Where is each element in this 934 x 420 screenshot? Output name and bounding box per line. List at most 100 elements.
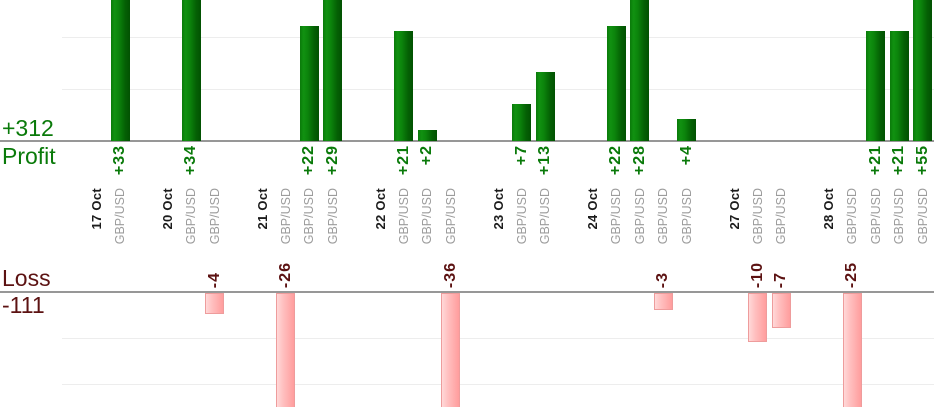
profit-bar (394, 31, 414, 141)
profit-bar-zone (251, 0, 275, 141)
profit-bar-zone (605, 0, 629, 141)
loss-value-zone (109, 252, 133, 291)
profit-bar-zone (746, 0, 770, 141)
loss-bar-zone (109, 293, 133, 407)
profit-value-zone: +28 (628, 141, 652, 188)
loss-bar-zone (321, 293, 345, 407)
profit-value-zone (652, 141, 676, 188)
date-label: 20 Oct (160, 188, 176, 230)
trade-column: +55 GBP/USD (911, 0, 934, 407)
loss-bar-zone (746, 293, 770, 407)
date-column: 17 Oct (85, 0, 109, 407)
profit-value-zone (203, 141, 227, 188)
date-column: 22 Oct (369, 0, 393, 407)
trade-column: GBP/USD -36 (439, 0, 463, 407)
category-label-zone: GBP/USD (841, 188, 865, 252)
loss-value-zone (369, 252, 393, 291)
profit-bar (913, 0, 933, 141)
profit-bar (110, 0, 130, 141)
loss-bar-zone (369, 293, 393, 407)
profit-gridline-10 (62, 89, 934, 90)
symbol-label: GBP/USD (774, 188, 788, 245)
profit-value-zone (817, 141, 841, 188)
trade-column: +21 GBP/USD (888, 0, 912, 407)
profit-value-zone: +29 (321, 141, 345, 188)
symbol-label: GBP/USD (278, 188, 293, 245)
trade-day-group: 24 Oct +22 GBP/USD +28 GBP/USD GBP/USD -3 +4 GBP… (581, 0, 699, 407)
trade-loss-label: -25 (843, 261, 861, 288)
trade-day-group: 20 Oct +34 GBP/USD GBP/USD -4 (156, 0, 227, 407)
profit-bar-zone (109, 0, 133, 141)
trade-day-group: 21 Oct GBP/USD -26 +22 GBP/USD +29 GBP/USD (251, 0, 345, 407)
category-label-zone: GBP/USD (416, 188, 440, 252)
loss-value-zone (628, 252, 652, 291)
profit-bar-zone (888, 0, 912, 141)
profit-gridline-20 (62, 37, 934, 38)
trade-column: +21 GBP/USD (864, 0, 888, 407)
loss-bar-zone (534, 293, 558, 407)
loss-total-label: -111 (2, 292, 45, 318)
profit-value-zone (581, 141, 605, 188)
category-label-zone: 23 Oct (487, 188, 511, 252)
loss-bar-zone (416, 293, 440, 407)
loss-value-zone: -36 (439, 252, 463, 291)
loss-bar-zone (770, 293, 794, 407)
trade-profit-label: +22 (607, 145, 625, 176)
loss-bar-zone (888, 293, 912, 407)
trade-loss-label: -26 (276, 261, 294, 288)
loss-bar-zone (156, 293, 180, 407)
profit-bar-zone (203, 0, 227, 141)
loss-value-zone (534, 252, 558, 291)
loss-bar-zone (392, 293, 416, 407)
date-label: 24 Oct (585, 188, 601, 230)
loss-bar-zone (274, 293, 298, 407)
profit-value-zone: +34 (180, 141, 204, 188)
loss-value-zone (392, 252, 416, 291)
profit-bar-zone (817, 0, 841, 141)
loss-value-zone: -10 (746, 252, 770, 291)
profit-value-zone (487, 141, 511, 188)
trade-column: +34 GBP/USD (180, 0, 204, 407)
profit-value-zone: +21 (864, 141, 888, 188)
profit-value-zone (439, 141, 463, 188)
profit-bar-zone (581, 0, 605, 141)
profit-bar-zone (510, 0, 534, 141)
category-label-zone: GBP/USD (864, 188, 888, 252)
category-label-zone: 28 Oct (817, 188, 841, 252)
trade-column: +4 GBP/USD (675, 0, 699, 407)
profit-value-zone (251, 141, 275, 188)
loss-gridline-20 (62, 384, 934, 385)
trade-profit-label: +21 (866, 145, 884, 176)
loss-bar-zone (864, 293, 888, 407)
profit-bar (299, 26, 319, 141)
symbol-label: GBP/USD (632, 188, 647, 245)
trade-profit-label: +22 (300, 145, 318, 176)
profit-value-zone (770, 141, 794, 188)
symbol-label: GBP/USD (915, 188, 930, 245)
trade-column: +22 GBP/USD (605, 0, 629, 407)
trade-profit-label: +34 (182, 145, 200, 176)
category-label-zone: GBP/USD (675, 188, 699, 252)
profit-value-zone: +22 (605, 141, 629, 188)
profit-bar (417, 130, 437, 141)
trade-profit-label: +29 (323, 145, 341, 176)
trade-column: GBP/USD -25 (841, 0, 865, 407)
loss-value-zone (864, 252, 888, 291)
loss-value-zone (888, 252, 912, 291)
category-label-zone: 22 Oct (369, 188, 393, 252)
profit-value-zone (85, 141, 109, 188)
profit-bar-zone (864, 0, 888, 141)
loss-value-zone (416, 252, 440, 291)
date-column: 21 Oct (251, 0, 275, 407)
profit-value-zone: +21 (392, 141, 416, 188)
profit-bar-zone (911, 0, 934, 141)
profit-bar-zone (652, 0, 676, 141)
symbol-label: GBP/USD (656, 188, 670, 245)
loss-bar-zone (841, 293, 865, 407)
trade-column: +21 GBP/USD (392, 0, 416, 407)
trade-profit-label: +2 (418, 145, 436, 166)
profit-bar (323, 0, 343, 141)
loss-bar-zone (298, 293, 322, 407)
loss-bar-zone (817, 293, 841, 407)
category-label-zone: GBP/USD (203, 188, 227, 252)
